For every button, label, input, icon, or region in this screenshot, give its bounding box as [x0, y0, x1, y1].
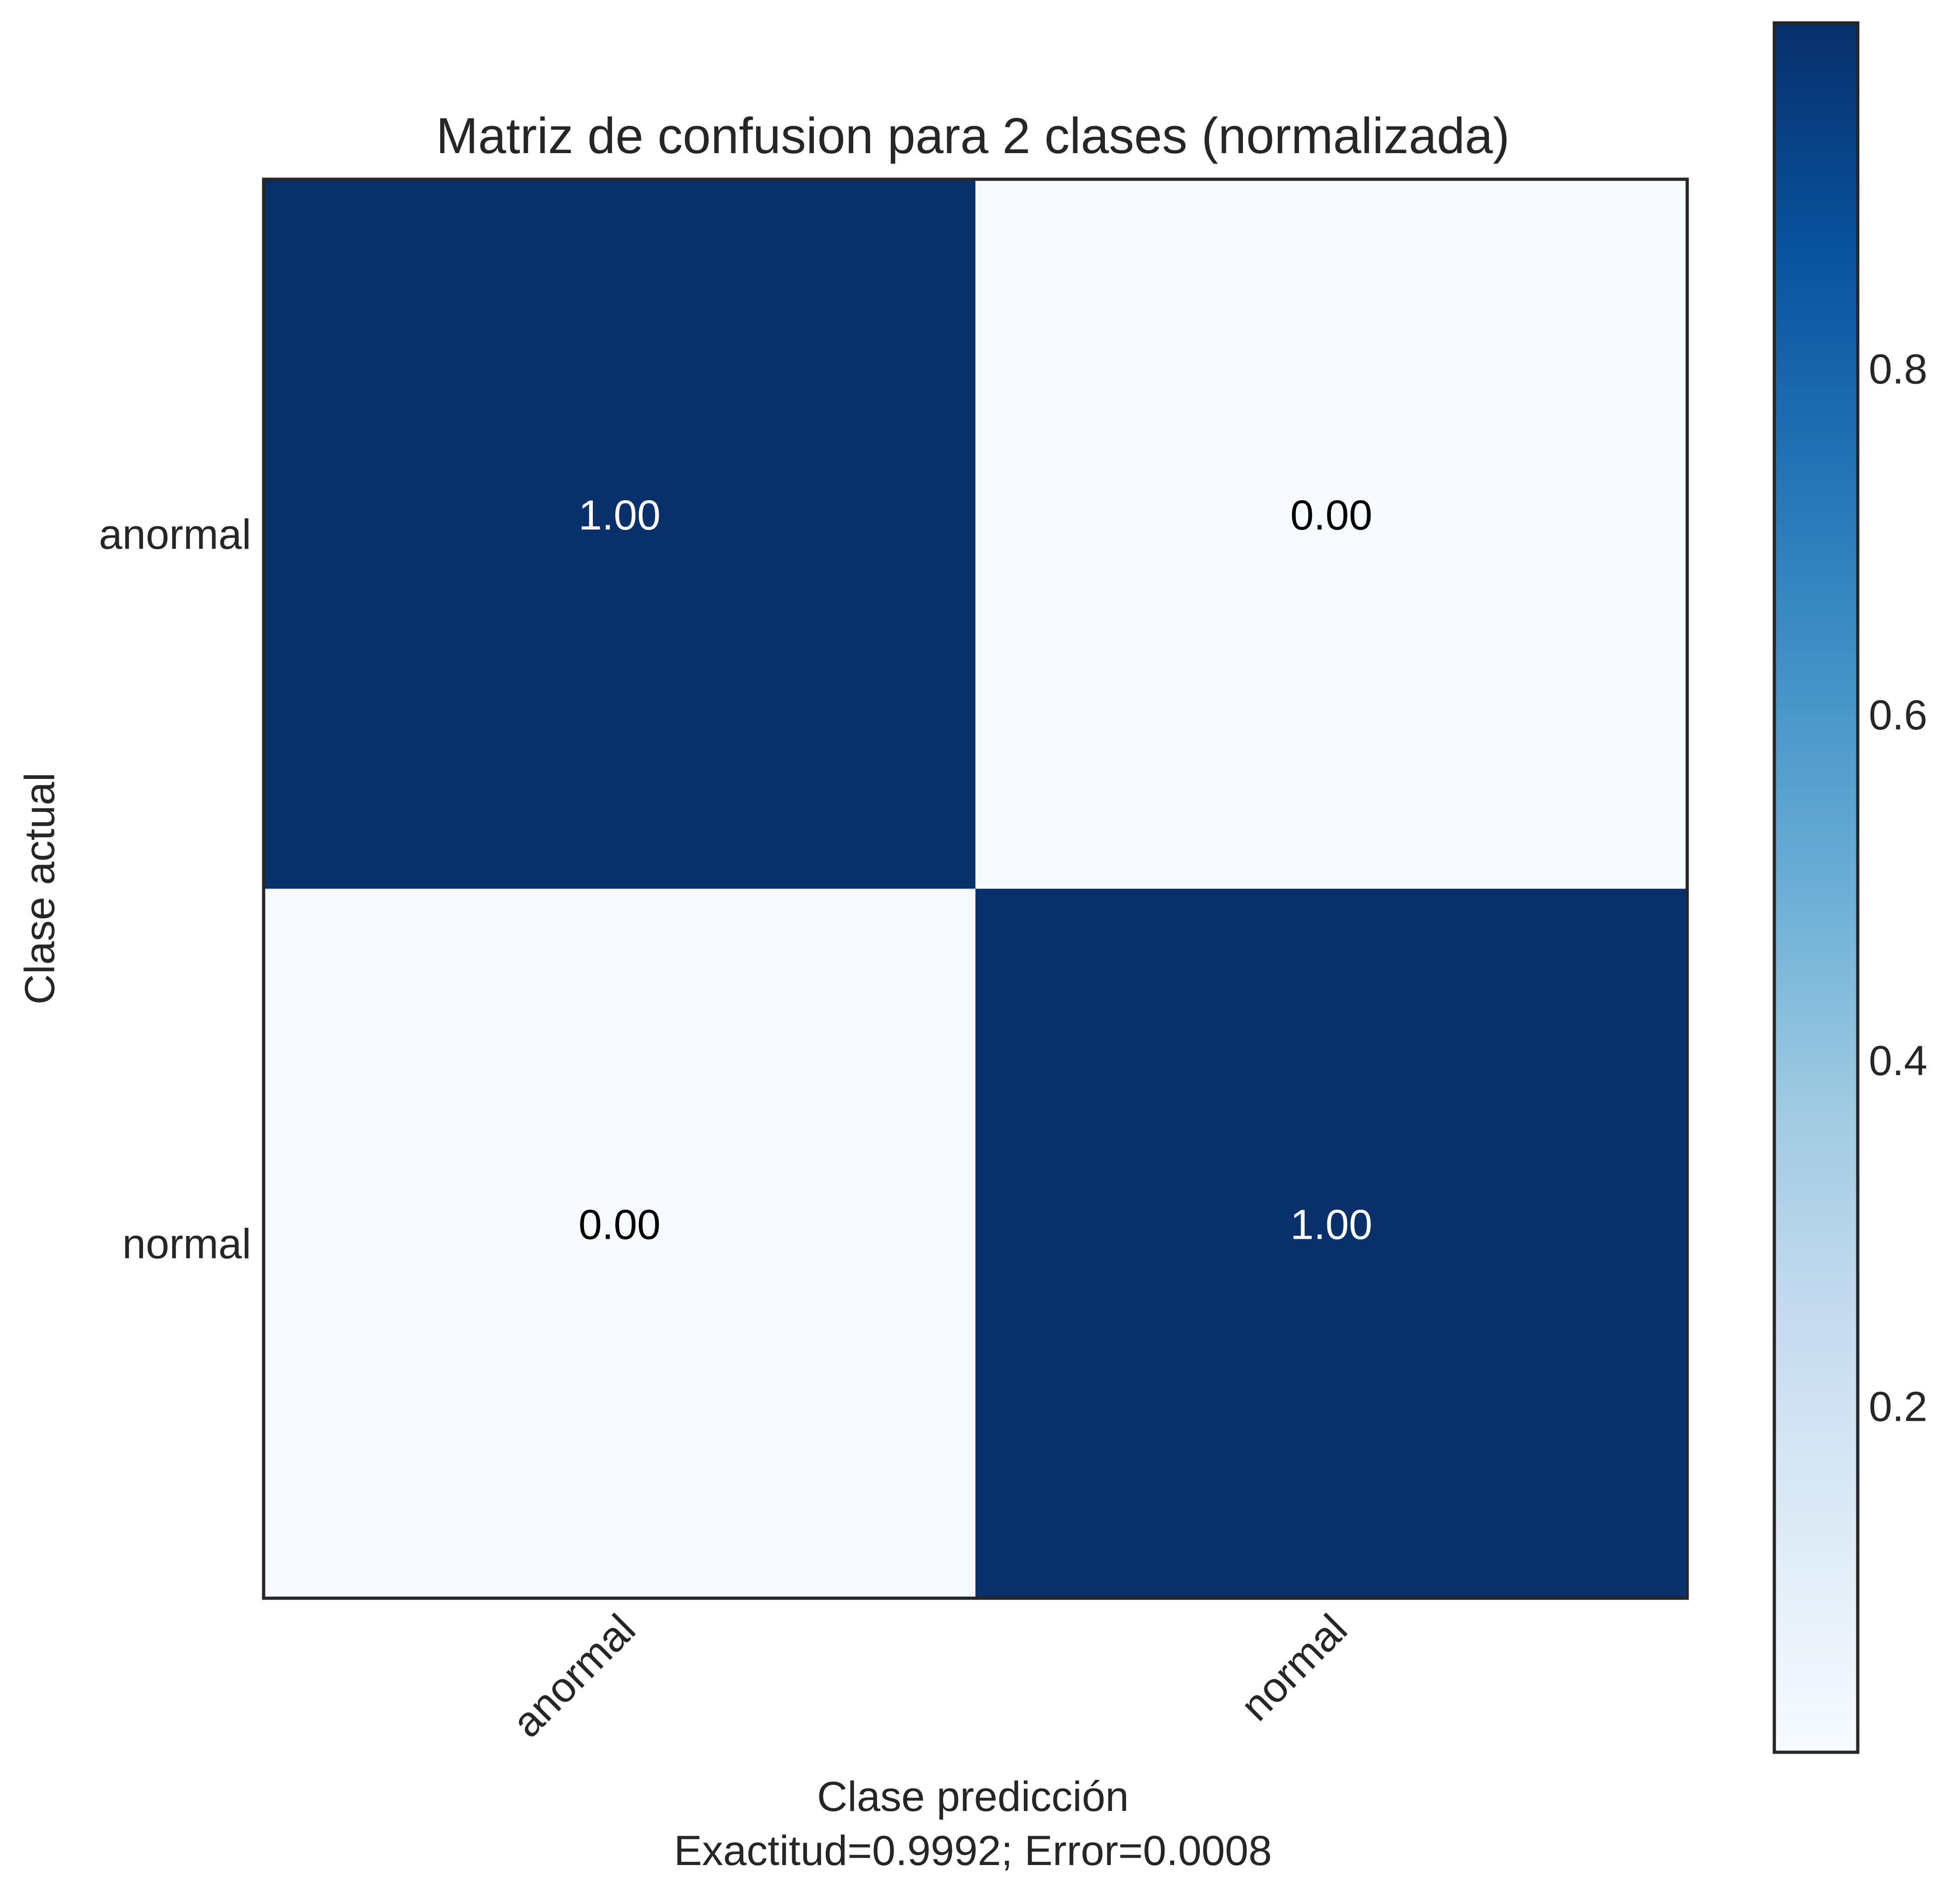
y-axis-label: Clase actual — [17, 773, 63, 1004]
cell-value-label: 0.00 — [579, 1201, 661, 1248]
heatmap-cell — [264, 889, 976, 1598]
heatmap-cell — [975, 179, 1687, 889]
x-tick-labels: anormal normal — [503, 1606, 1356, 1746]
colorbar-tick-label: 0.4 — [1869, 1038, 1927, 1084]
colorbar-tick-label: 0.8 — [1869, 346, 1927, 392]
heatmap-cell — [264, 179, 976, 889]
x-axis-sublabel: Exactitud=0.9992; Error=0.0008 — [674, 1827, 1272, 1874]
colorbar — [1772, 21, 1860, 1754]
x-tick-label: anormal — [503, 1606, 644, 1746]
y-tick-label: normal — [122, 1220, 251, 1267]
heatmap-cell — [975, 889, 1687, 1598]
y-tick-label: anormal — [99, 511, 251, 558]
colorbar-tick-label: 0.2 — [1869, 1384, 1927, 1430]
chart-title: Matriz de confusion para 2 clases (norma… — [436, 108, 1510, 164]
cell-value-label: 1.00 — [1290, 1201, 1372, 1248]
colorbar-tick-label: 0.6 — [1869, 692, 1927, 739]
cell-value-label: 1.00 — [579, 492, 661, 539]
heatmap-cells — [264, 179, 1687, 1598]
y-tick-labels: anormal normal — [99, 511, 251, 1268]
plot-frame — [262, 177, 1689, 1600]
cell-value-labels: 1.00 0.00 0.00 1.00 — [579, 492, 1373, 1248]
x-axis-label: Clase predicción — [817, 1773, 1129, 1820]
cell-value-label: 0.00 — [1290, 492, 1372, 539]
x-tick-label: normal — [1232, 1606, 1356, 1730]
colorbar-tick-labels: 0.2 0.4 0.6 0.8 — [1869, 346, 1927, 1430]
